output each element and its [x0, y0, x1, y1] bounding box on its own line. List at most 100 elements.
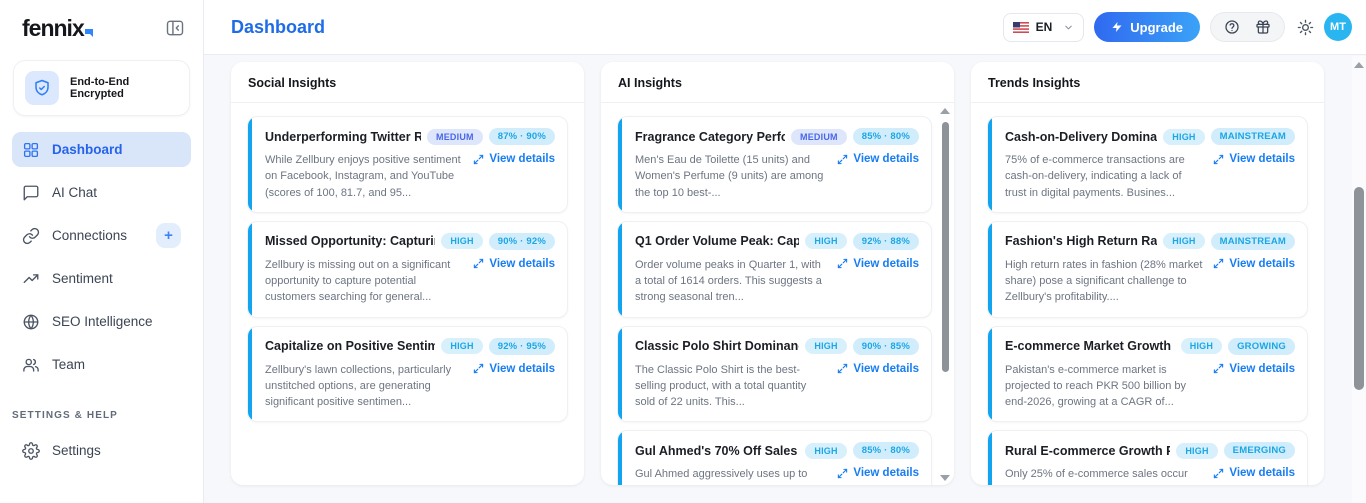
insight-title: Underperforming Twitter Requires ...	[265, 129, 421, 144]
view-details-link[interactable]: View details	[1213, 467, 1295, 479]
severity-badge: HIGH	[1180, 338, 1223, 355]
card-body: Fragrance Category Performanc... MEDIUM 85…	[601, 103, 954, 485]
insight-item[interactable]: Missed Opportunity: Capturing Leads ... H…	[247, 220, 568, 318]
card-body: Cash-on-Delivery Dominance HIGH MAINSTREAM…	[971, 103, 1324, 485]
sidebar-settings-nav: Settings	[0, 433, 203, 468]
language-selected-label: EN	[1035, 20, 1053, 34]
view-details-label: View details	[853, 467, 919, 480]
severity-badge: HIGH	[441, 233, 483, 250]
insight-item[interactable]: Q1 Order Volume Peak: Capitalizing... HIG…	[617, 220, 932, 318]
page-scrollbar[interactable]	[1352, 56, 1366, 503]
sidebar-item-label: Connections	[52, 228, 128, 243]
gift-icon[interactable]	[1255, 19, 1271, 35]
view-details-link[interactable]: View details	[473, 153, 555, 165]
insight-item[interactable]: Rural E-commerce Growth Potential HIGH EME…	[987, 430, 1308, 485]
expand-arrows-icon	[1213, 154, 1224, 165]
sidebar-item-dashboard[interactable]: Dashboard	[12, 132, 191, 167]
card-scrollbar[interactable]	[940, 108, 950, 481]
insight-title: Cash-on-Delivery Dominance	[1005, 129, 1158, 144]
view-details-link[interactable]: View details	[837, 363, 919, 375]
insight-description: While Zellbury enjoys positive sentiment…	[265, 154, 461, 199]
expand-arrows-icon	[1213, 258, 1224, 269]
expand-arrows-icon	[837, 363, 848, 374]
sidebar-item-label: Settings	[52, 443, 101, 458]
insight-title: Classic Polo Shirt Dominance: Opti...	[635, 339, 799, 354]
sidebar-item-ai-chat[interactable]: AI Chat	[12, 175, 191, 210]
insight-description: The Classic Polo Shirt is the best-selli…	[635, 363, 807, 409]
insight-description: Zellbury is missing out on a significant…	[265, 258, 451, 304]
user-avatar[interactable]: MT	[1324, 13, 1352, 41]
encryption-badge: End-to-End Encrypted	[13, 60, 190, 116]
view-details-link[interactable]: View details	[473, 258, 555, 270]
insight-title: Missed Opportunity: Capturing Leads ...	[265, 234, 435, 249]
insight-cards: Social Insights Underperforming Twitter R…	[204, 55, 1366, 485]
insight-item[interactable]: Gul Ahmed's 70% Off Sales Create ... HIGH…	[617, 430, 932, 485]
sidebar: fennix End-to-End Encrypted Dashboard AI …	[0, 0, 204, 503]
insight-item[interactable]: Cash-on-Delivery Dominance HIGH MAINSTREAM…	[987, 116, 1308, 213]
expand-arrows-icon	[837, 468, 848, 479]
expand-arrows-icon	[837, 258, 848, 269]
severity-badge: HIGH	[1163, 128, 1205, 145]
insight-item[interactable]: Classic Polo Shirt Dominance: Opti... HIG…	[617, 325, 932, 423]
sidebar-item-sentiment[interactable]: Sentiment	[12, 261, 191, 296]
view-details-link[interactable]: View details	[837, 153, 919, 165]
insight-title: Rural E-commerce Growth Potential	[1005, 443, 1170, 458]
shield-check-icon	[25, 71, 59, 105]
metric-badge: MAINSTREAM	[1210, 128, 1295, 145]
sidebar-nav: Dashboard AI Chat Connections + Sentiment SEO…	[0, 132, 203, 382]
top-header: Dashboard EN Upgrade MT	[204, 0, 1366, 55]
theme-toggle-sun-icon[interactable]	[1297, 19, 1314, 36]
help-circle-icon[interactable]	[1224, 19, 1240, 35]
view-details-label: View details	[1229, 153, 1295, 165]
scrollbar-up-arrow-icon[interactable]	[940, 108, 950, 114]
upgrade-button[interactable]: Upgrade	[1094, 12, 1200, 42]
severity-badge: MEDIUM	[427, 128, 483, 145]
view-details-link[interactable]: View details	[837, 467, 919, 479]
card-trends-insights: Trends Insights Cash-on-Delivery Dominanc…	[971, 62, 1324, 485]
sidebar-item-team[interactable]: Team	[12, 347, 191, 382]
upgrade-button-label: Upgrade	[1130, 19, 1183, 35]
scrollbar-down-arrow-icon[interactable]	[940, 475, 950, 481]
metric-badge: 92% · 95%	[488, 337, 555, 355]
insight-item[interactable]: Capitalize on Positive Sentiment for La.…	[247, 325, 568, 423]
view-details-link[interactable]: View details	[1213, 363, 1295, 375]
severity-badge: HIGH	[805, 338, 847, 355]
view-details-link[interactable]: View details	[473, 363, 555, 375]
insight-title: E-commerce Market Growth Projection	[1005, 339, 1175, 354]
page-scrollbar-thumb[interactable]	[1354, 187, 1364, 390]
sidebar-item-connections[interactable]: Connections +	[12, 218, 191, 253]
brand-logo-text: fennix	[22, 15, 85, 41]
insight-title: Fragrance Category Performanc...	[635, 129, 785, 144]
card-title: Social Insights	[231, 62, 584, 103]
card-social-insights: Social Insights Underperforming Twitter R…	[231, 62, 584, 485]
sidebar-item-seo-intelligence[interactable]: SEO Intelligence	[12, 304, 191, 339]
chat-bubble-icon	[22, 184, 40, 202]
metric-badge: MAINSTREAM	[1210, 232, 1295, 250]
severity-badge: HIGH	[1163, 233, 1205, 250]
card-scrollbar-thumb[interactable]	[941, 122, 949, 372]
scrollbar-up-arrow-icon[interactable]	[1354, 62, 1364, 68]
collapse-sidebar-icon[interactable]	[164, 18, 186, 40]
sidebar-item-label: Team	[52, 357, 86, 372]
insight-item[interactable]: Underperforming Twitter Requires ... MEDI…	[247, 116, 568, 213]
insight-description: Order volume peaks in Quarter 1, with a …	[635, 258, 822, 304]
view-details-label: View details	[489, 153, 555, 165]
view-details-label: View details	[1229, 257, 1295, 270]
sidebar-item-label: SEO Intelligence	[52, 314, 153, 329]
sidebar-item-settings[interactable]: Settings	[12, 433, 191, 468]
add-connection-button[interactable]: +	[156, 223, 181, 248]
view-details-link[interactable]: View details	[1213, 153, 1295, 165]
severity-badge: HIGH	[1176, 442, 1218, 459]
insight-item[interactable]: E-commerce Market Growth Projection HIGH G…	[987, 325, 1308, 423]
insight-item[interactable]: Fragrance Category Performanc... MEDIUM 85…	[617, 116, 932, 213]
globe-icon	[22, 313, 40, 331]
insight-item[interactable]: Fashion's High Return Rate Impact HIGH MAI…	[987, 220, 1308, 318]
insight-description: Pakistan's e-commerce market is projecte…	[1005, 363, 1186, 409]
view-details-link[interactable]: View details	[1213, 258, 1295, 270]
sidebar-section-label: SETTINGS & HELP	[12, 410, 118, 421]
language-selector[interactable]: EN	[1002, 12, 1085, 42]
metric-badge: 90% · 85%	[852, 337, 919, 355]
view-details-link[interactable]: View details	[837, 258, 919, 270]
insight-description: 75% of e-commerce transactions are cash-…	[1005, 154, 1185, 199]
page-title: Dashboard	[231, 16, 326, 37]
